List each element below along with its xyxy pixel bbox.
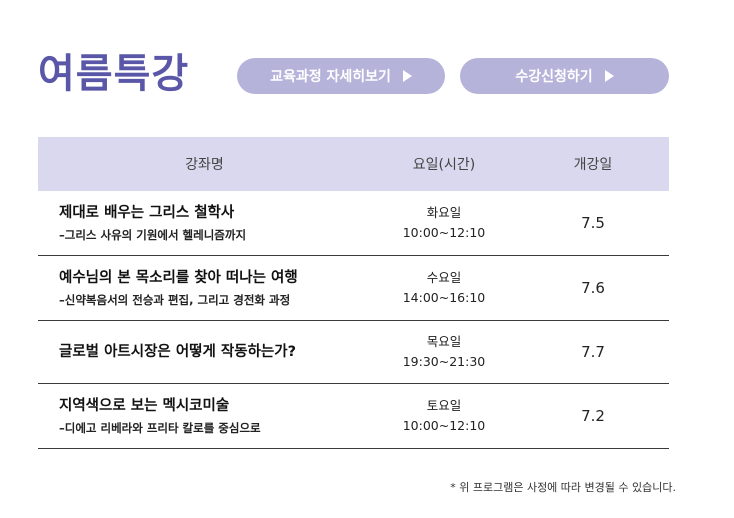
arrow-right-icon	[402, 70, 412, 82]
schedule-cell: 목요일 19:30~21:30	[371, 332, 517, 372]
course-time: 14:00~16:10	[402, 290, 486, 305]
course-table: 강좌명 요일(시간) 개강일 제대로 배우는 그리스 철학사 –그리스 사유의 …	[38, 137, 669, 449]
course-time: 19:30~21:30	[402, 354, 486, 369]
schedule-cell: 화요일 10:00~12:10	[371, 203, 517, 243]
course-title: 지역색으로 보는 멕시코미술	[59, 397, 230, 414]
course-start-date: 7.2	[581, 407, 605, 425]
page-title: 여름특강	[38, 51, 190, 97]
course-cell: 지역색으로 보는 멕시코미술 –디에고 리베라와 프리타 칼로를 중심으로	[38, 395, 371, 438]
course-start-date: 7.7	[581, 343, 605, 361]
table-row: 글로벌 아트시장은 어떻게 작동하는가? 목요일 19:30~21:30 7.7	[38, 321, 669, 384]
course-start-date: 7.6	[581, 279, 605, 297]
course-day: 토요일	[426, 398, 462, 413]
course-cell: 글로벌 아트시장은 어떻게 작동하는가?	[38, 341, 371, 363]
change-notice: * 위 프로그램은 사정에 따라 변경될 수 있습니다.	[450, 481, 676, 494]
arrow-right-icon	[604, 70, 614, 82]
header-start-date: 개강일	[573, 157, 613, 173]
course-time: 10:00~12:10	[402, 418, 486, 433]
course-title: 글로벌 아트시장은 어떻게 작동하는가?	[59, 344, 296, 360]
apply-course-label: 수강신청하기	[515, 69, 593, 85]
course-day: 화요일	[426, 205, 462, 220]
course-day: 목요일	[426, 334, 462, 349]
table-row: 지역색으로 보는 멕시코미술 –디에고 리베라와 프리타 칼로를 중심으로 토요…	[38, 384, 669, 449]
course-title: 예수님의 본 목소리를 찾아 떠나는 여행	[59, 269, 298, 286]
table-row: 제대로 배우는 그리스 철학사 –그리스 사유의 기원에서 헬레니즘까지 화요일…	[38, 191, 669, 256]
course-day: 수요일	[426, 270, 462, 285]
curriculum-details-label: 교육과정 자세히보기	[270, 69, 391, 85]
course-subtitle: –신약복음서의 전승과 편집, 그리고 경전화 과정	[59, 292, 291, 307]
header-course-name: 강좌명	[185, 157, 224, 173]
schedule-cell: 토요일 10:00~12:10	[371, 396, 517, 436]
table-row: 예수님의 본 목소리를 찾아 떠나는 여행 –신약복음서의 전승과 편집, 그리…	[38, 256, 669, 321]
header-day-time: 요일(시간)	[412, 157, 476, 173]
course-time: 10:00~12:10	[402, 225, 486, 240]
curriculum-details-button[interactable]: 교육과정 자세히보기	[237, 58, 445, 94]
course-subtitle: –그리스 사유의 기원에서 헬레니즘까지	[59, 227, 247, 242]
course-cell: 예수님의 본 목소리를 찾아 떠나는 여행 –신약복음서의 전승과 편집, 그리…	[38, 267, 371, 310]
course-subtitle: –디에고 리베라와 프리타 칼로를 중심으로	[59, 420, 261, 435]
apply-course-button[interactable]: 수강신청하기	[460, 58, 669, 94]
course-title: 제대로 배우는 그리스 철학사	[59, 204, 235, 221]
table-header: 강좌명 요일(시간) 개강일	[38, 137, 669, 191]
course-start-date: 7.5	[581, 214, 605, 232]
course-cell: 제대로 배우는 그리스 철학사 –그리스 사유의 기원에서 헬레니즘까지	[38, 202, 371, 245]
schedule-cell: 수요일 14:00~16:10	[371, 268, 517, 308]
